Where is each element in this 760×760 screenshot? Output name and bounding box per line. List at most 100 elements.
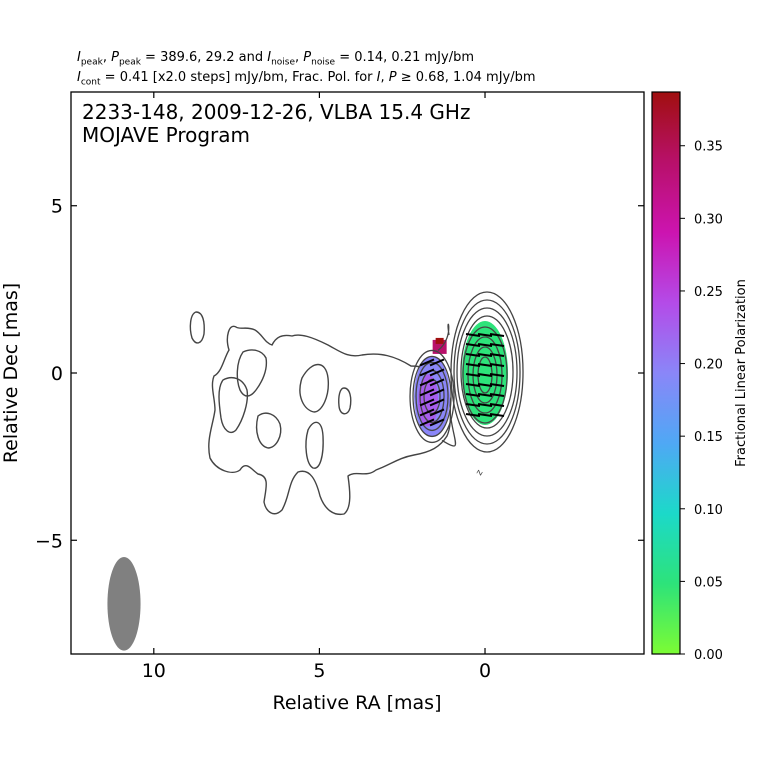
plot-frame	[70, 91, 645, 655]
sep-text: ,	[295, 50, 304, 65]
evpa-vector	[429, 378, 445, 387]
evpa-vector	[429, 368, 445, 377]
colorbar-tick-label: 0.30	[694, 212, 723, 227]
peak-values: = 389.6, 29.2 and	[140, 50, 268, 65]
ipeak-sub: peak	[80, 57, 103, 68]
colorbar-label: Fractional Linear Polarization	[734, 279, 749, 467]
frac-pol-threshold: ≥ 0.68, 1.04 mJy/bm	[396, 70, 536, 85]
contour-jet-outer	[208, 325, 452, 516]
colorbar-tick-label: 0.20	[694, 358, 723, 373]
icont-sub: cont	[80, 77, 101, 88]
contour-hole-5	[305, 421, 324, 469]
contour-hole-2	[299, 363, 330, 413]
x-tick-label: 5	[313, 660, 325, 682]
evpa-vector	[465, 333, 481, 337]
evpa-vector	[465, 363, 481, 367]
colorbar: 0.00 0.05 0.10 0.15 0.20 0.25 0.30 0.35	[651, 91, 723, 663]
evpa-vector	[489, 393, 505, 397]
inner-jet-contour	[415, 361, 449, 432]
comma-text: ,	[380, 70, 389, 85]
evpa-vector	[477, 403, 493, 407]
header-line-1: Ipeak, Ppeak = 389.6, 29.2 and Inoise, P…	[77, 50, 474, 68]
y-tick-label: 0	[51, 363, 63, 385]
core-contour	[456, 307, 518, 437]
header-line-2: Icont = 0.41 [x2.0 steps] mJy/bm, Frac. …	[77, 70, 536, 88]
colorbar-tick-label: 0.00	[694, 648, 723, 663]
chart-title: 2233-148, 2009-12-26, VLBA 15.4 GHz	[82, 100, 470, 124]
ppeak-symbol: P	[111, 50, 119, 65]
evpa-vector	[489, 413, 505, 417]
evpa-vector	[419, 408, 435, 417]
inner-jet-contour	[412, 355, 452, 438]
evpa-vector	[465, 393, 481, 397]
evpa-vector	[477, 393, 493, 397]
evpa-vector	[465, 403, 481, 407]
contour-island-left	[189, 311, 205, 344]
pnoise-symbol: P	[303, 50, 312, 65]
contour-hole-3	[218, 377, 249, 434]
colorbar-tick-label: 0.05	[694, 575, 723, 590]
evpa-vector	[489, 333, 505, 337]
evpa-vector	[489, 383, 505, 387]
pol-patch-hotspot-peak	[435, 337, 444, 344]
evpa-vector	[477, 373, 493, 377]
colorbar-tick-label: 0.25	[694, 285, 723, 300]
evpa-vector	[429, 358, 445, 367]
sep-text: ,	[102, 50, 112, 65]
core-contour	[453, 299, 521, 445]
evpa-vector	[419, 388, 435, 397]
x-tick-label: 0	[479, 660, 491, 682]
stray-label: z	[474, 468, 485, 477]
icont-symbol: I	[77, 70, 81, 85]
contour-hole-4	[255, 412, 282, 449]
x-axis-label: Relative RA [mas]	[272, 692, 441, 714]
inner-jet-contour	[409, 349, 455, 444]
evpa-vector	[465, 383, 481, 387]
evpa-vector	[429, 408, 445, 417]
x-tick-label: 10	[142, 660, 166, 682]
ipeak-symbol: I	[77, 50, 81, 65]
evpa-vector	[429, 388, 445, 397]
evpa-vector	[489, 373, 505, 377]
contour-hole-1	[236, 349, 268, 397]
y-tick-label: 5	[51, 196, 63, 218]
evpa-vector	[419, 418, 435, 427]
evpa-vector	[465, 343, 481, 347]
evpa-vector	[419, 368, 435, 377]
evpa-vector	[477, 363, 493, 367]
pnoise-sub: noise	[311, 57, 336, 68]
i-symbol: I	[376, 70, 381, 85]
y-tick-label: −5	[35, 530, 63, 552]
contour-layer	[189, 311, 452, 516]
colorbar-tick-label: 0.15	[694, 430, 723, 445]
evpa-vector	[465, 353, 481, 357]
contour-island-small	[338, 387, 352, 415]
evpa-vector	[419, 398, 435, 407]
evpa-vector	[465, 373, 481, 377]
colorbar-tick-label: 0.35	[694, 140, 723, 155]
core-contour	[460, 315, 514, 429]
inoise-symbol: I	[267, 50, 272, 65]
colorbar-tick-label: 0.10	[694, 503, 723, 518]
bridge-contour-bottom	[441, 418, 457, 447]
evpa-vector	[489, 363, 505, 367]
evpa-vector	[477, 383, 493, 387]
ppeak-sub: peak	[118, 57, 141, 68]
p-symbol: P	[388, 70, 397, 85]
evpa-vector	[477, 333, 493, 337]
evpa-vector	[489, 403, 505, 407]
evpa-vector	[429, 418, 445, 427]
evpa-vector	[429, 398, 445, 407]
evpa-vector	[477, 353, 493, 357]
colorbar-gradient	[651, 91, 681, 655]
evpa-vector	[465, 413, 481, 417]
core-contour	[462, 326, 508, 424]
plot-border	[70, 91, 645, 655]
beam-ellipse	[107, 556, 141, 651]
contour-info: = 0.41 [x2.0 steps] mJy/bm, Frac. Pol. f…	[100, 70, 377, 85]
evpa-vector	[419, 378, 435, 387]
inoise-sub: noise	[271, 57, 296, 68]
evpa-vector	[489, 353, 505, 357]
